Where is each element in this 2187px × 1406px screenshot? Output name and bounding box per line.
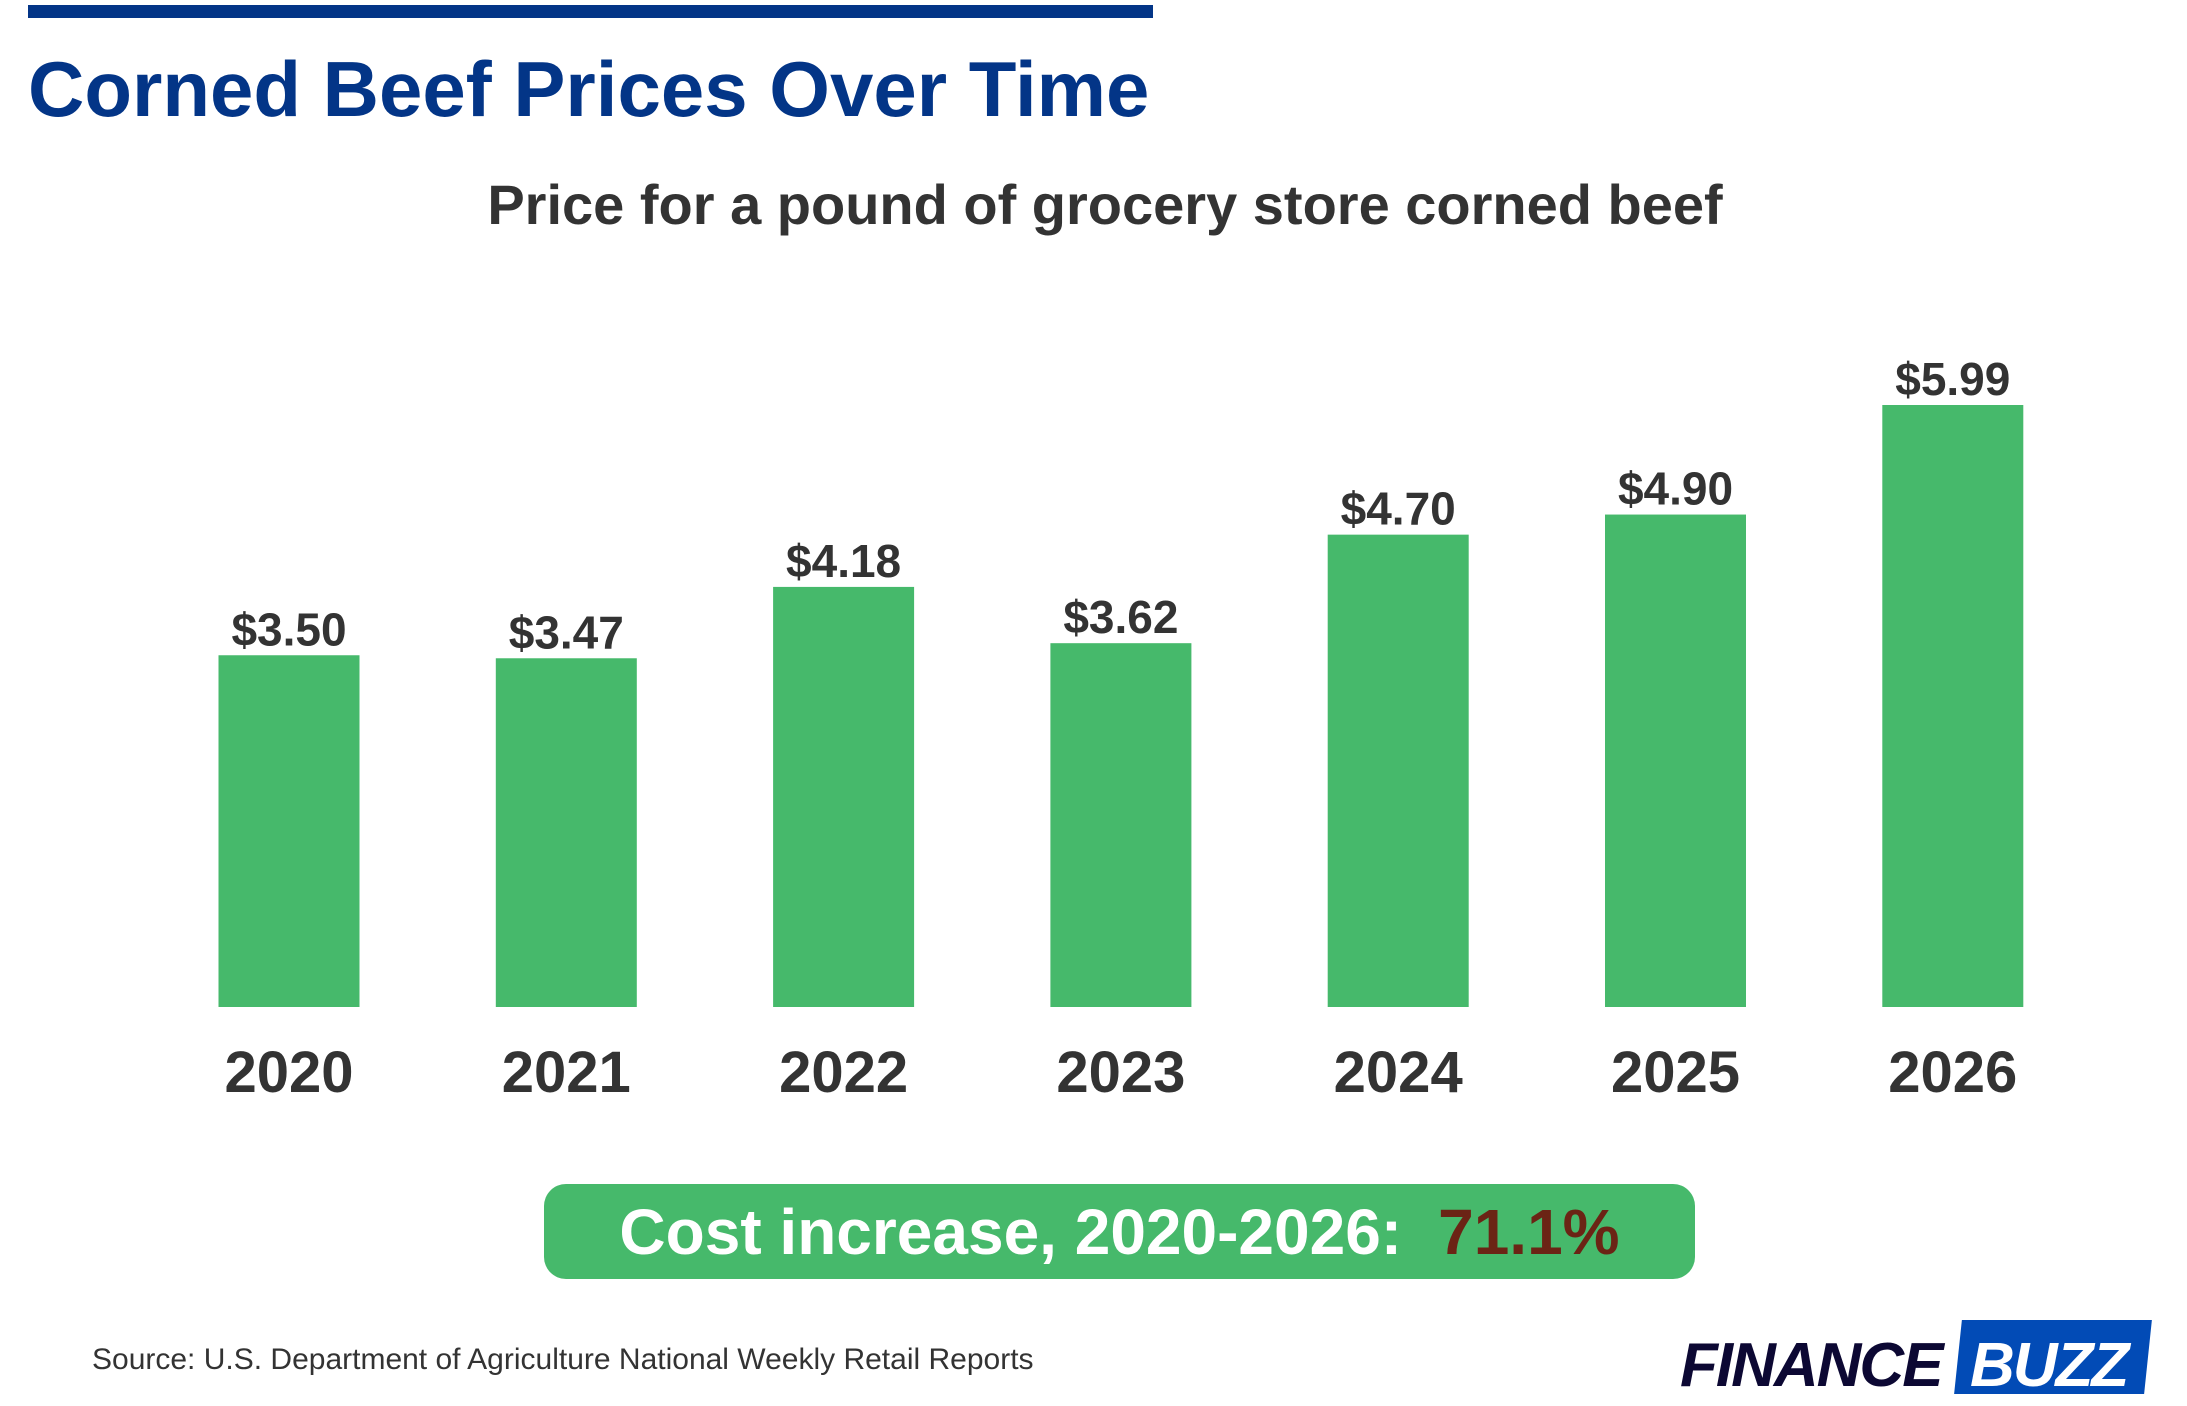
callout-label: Cost increase, 2020-2026: — [619, 1195, 1403, 1268]
logo-buzz: BUZZ — [1970, 1331, 2129, 1400]
data-label-2022: $4.18 — [786, 535, 901, 587]
chart-title: Corned Beef Prices Over Time — [28, 45, 1150, 133]
data-label-2025: $4.90 — [1618, 463, 1733, 515]
source-note: Source: U.S. Department of Agriculture N… — [92, 1343, 1034, 1376]
financebuzz-logo: FINANCE BUZZ — [1678, 1320, 2156, 1400]
data-label-2021: $3.47 — [509, 606, 624, 658]
data-label-2026: $5.99 — [1895, 353, 2010, 405]
logo-finance: FINANCE — [1680, 1331, 1944, 1400]
bar-2022 — [773, 586, 915, 1007]
bar-2021 — [495, 658, 637, 1007]
x-tick-label-2022: 2022 — [779, 1040, 908, 1105]
bar-2024 — [1327, 534, 1469, 1007]
top-accent-bar — [28, 5, 1153, 18]
callout-value: 71.1% — [1438, 1195, 1620, 1268]
bar-2020 — [218, 655, 360, 1007]
bar-2025 — [1605, 514, 1746, 1007]
data-label-2020: $3.50 — [231, 603, 346, 655]
bar-2026 — [1882, 405, 2024, 1007]
x-tick-label-2026: 2026 — [1888, 1040, 2017, 1105]
chart-subtitle: Price for a pound of grocery store corne… — [487, 173, 1723, 236]
bar-2023 — [1050, 643, 1192, 1007]
x-tick-label-2024: 2024 — [1334, 1040, 1463, 1105]
x-tick-label-2020: 2020 — [224, 1040, 353, 1105]
data-label-2024: $4.70 — [1341, 483, 1456, 535]
x-tick-label-2021: 2021 — [502, 1040, 631, 1105]
x-tick-label-2023: 2023 — [1056, 1040, 1185, 1105]
cost-increase-callout: Cost increase, 2020-2026: 71.1% — [544, 1184, 1695, 1279]
data-label-2023: $3.62 — [1063, 591, 1178, 643]
bar-chart: $3.50 2020 $3.47 2021 $4.18 2022 $3.62 2023 $4.7… — [218, 353, 2024, 1105]
x-tick-label-2025: 2025 — [1611, 1040, 1740, 1105]
